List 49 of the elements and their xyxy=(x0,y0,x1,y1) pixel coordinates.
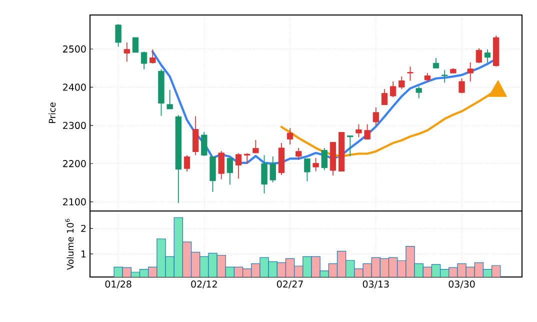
x-tick-label: 03/13 xyxy=(362,280,389,288)
x-tick-label: 02/12 xyxy=(191,280,217,288)
candlestick xyxy=(132,37,139,53)
candlestick xyxy=(296,148,302,160)
y-tick-label: 1 xyxy=(82,250,86,258)
candlestick xyxy=(115,24,122,48)
candlestick xyxy=(201,131,208,156)
candlestick xyxy=(356,124,362,138)
x-tick-label: 01/28 xyxy=(105,280,132,288)
candlestick xyxy=(261,154,268,194)
candlestick xyxy=(458,78,465,94)
candlestick xyxy=(467,62,474,82)
candlestick xyxy=(218,150,224,180)
y-tick-label: 2 xyxy=(81,224,86,232)
y-tick-label: 2500 xyxy=(63,45,86,53)
candlestick xyxy=(124,42,130,62)
candlestick xyxy=(150,48,156,64)
candlestick xyxy=(347,135,354,157)
candlestick xyxy=(312,157,319,172)
candlestick xyxy=(390,81,396,98)
x-tick-label: 02/27 xyxy=(277,280,303,288)
candlestick xyxy=(304,158,310,182)
candlestick xyxy=(398,76,405,90)
y-tick-label: 2400 xyxy=(63,84,86,91)
y-tick-label: 2300 xyxy=(63,122,86,129)
candlestick xyxy=(235,152,242,179)
y-tick-label: 2100 xyxy=(63,198,86,206)
candlestick xyxy=(226,158,234,186)
candlestick xyxy=(140,51,148,70)
candlestick xyxy=(321,148,328,171)
candlestick xyxy=(432,58,440,69)
candlestick xyxy=(381,88,388,106)
candlestick xyxy=(372,107,379,126)
candlestick xyxy=(442,70,448,84)
candlestick xyxy=(286,128,294,145)
candlestick xyxy=(252,139,259,154)
candlestick xyxy=(364,124,370,140)
candlestick xyxy=(407,66,414,82)
x-tick-label: 03/30 xyxy=(448,280,475,288)
candlestick xyxy=(184,154,190,172)
y-axis-title: Volume 10$^{6}$ xyxy=(65,218,74,270)
y-tick-label: 2200 xyxy=(63,160,86,168)
candlestick xyxy=(484,48,491,64)
candlestick xyxy=(192,116,199,156)
candlestick xyxy=(476,48,482,64)
candlestick xyxy=(270,156,276,183)
candlestick xyxy=(416,86,422,99)
y-axis-title: Price xyxy=(48,102,56,124)
candlestick xyxy=(166,89,173,110)
